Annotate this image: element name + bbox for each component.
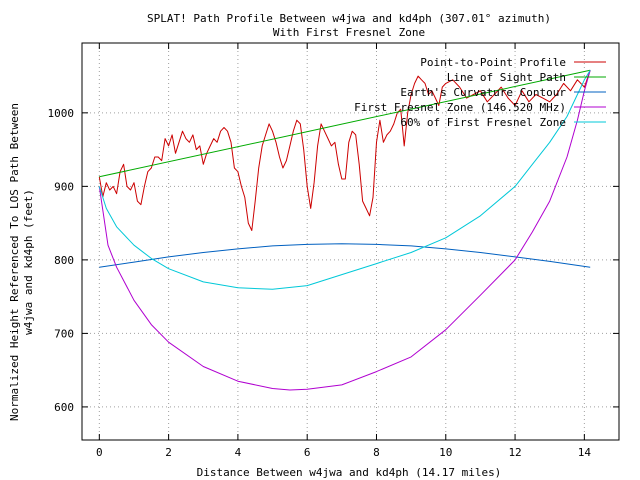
profile-line [98,70,591,231]
y-axis-label-line2: w4jwa and kd4ph (feet) [22,189,35,335]
legend-label: Point-to-Point Profile [420,56,566,69]
y-axis-label-line1: Normalized Height Referenced To LOS Path… [8,103,21,421]
plot-series [98,69,591,391]
x-tick-label: 4 [235,446,242,459]
legend-label: First Fresnel Zone (146.520 MHz) [354,101,566,114]
legend-label: 60% of First Fresnel Zone [400,116,566,129]
x-tick-label: 10 [439,446,452,459]
earth-curvature-line [99,243,591,268]
y-tick-label: 800 [54,254,74,267]
grid [82,43,619,440]
chart-title: SPLAT! Path Profile Between w4jwa and kd… [147,12,551,25]
y-tick-label: 900 [54,180,74,193]
x-tick-label: 0 [96,446,103,459]
legend: Point-to-Point Profile Line of Sight Path… [354,56,606,129]
chart-subtitle: With First Fresnel Zone [273,26,425,39]
plot-border [81,42,620,441]
x-tick-label: 14 [578,446,592,459]
y-tick-label: 600 [54,401,74,414]
x-axis-label: Distance Between w4jwa and kd4ph (14.17 … [197,466,502,479]
line-of-sight-line [99,69,591,178]
x-tick-label: 8 [373,446,380,459]
y-axis-label-group: Normalized Height Referenced To LOS Path… [8,103,35,421]
x-tick-label: 12 [508,446,521,459]
fresnel-60-line [98,69,591,290]
fresnel-zone-line [98,70,591,391]
axis-ticks: 0 2 4 6 8 10 12 14 600 700 800 900 1000 [48,43,619,459]
y-tick-label: 700 [54,327,74,340]
y-tick-label: 1000 [48,107,75,120]
x-tick-label: 6 [304,446,311,459]
x-tick-label: 2 [165,446,172,459]
legend-label: Earth's Curvature Contour [400,86,566,99]
legend-label: Line of Sight Path [447,71,566,84]
